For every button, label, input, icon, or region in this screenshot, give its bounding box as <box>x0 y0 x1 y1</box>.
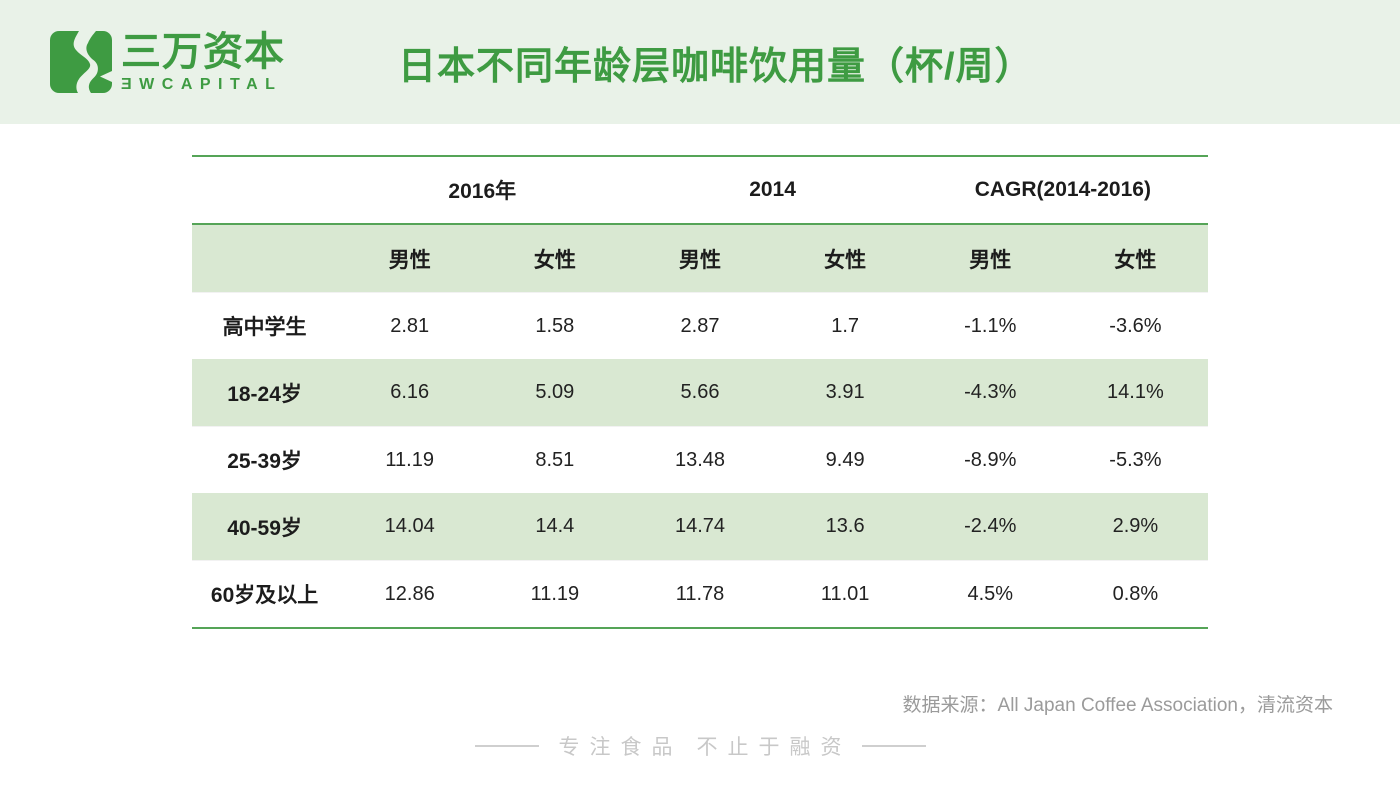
value-cell: 11.19 <box>530 582 580 605</box>
value-cell: 4.5% <box>967 582 1014 605</box>
table-row: 25-39岁 11.19 8.51 13.48 9.49 -8.9% -5.3% <box>192 426 1208 493</box>
logo-text: 三万资本 ƎWCAPITAL <box>121 32 285 93</box>
value-cell: 14.04 <box>384 515 435 537</box>
table-group-header-row: 2016年 2014 CAGR(2014-2016) <box>192 157 1208 223</box>
value-cell: 11.78 <box>675 582 725 605</box>
row-label: 18-24岁 <box>227 382 302 406</box>
value-cell: 12.86 <box>384 582 435 605</box>
table-row: 18-24岁 6.16 5.09 5.66 3.91 -4.3% 14.1% <box>192 359 1208 426</box>
subheader-2016-female: 女性 <box>533 248 576 272</box>
slogan-part2: 不止于融资 <box>696 736 852 759</box>
subheader-cagr-male: 男性 <box>969 248 1012 272</box>
subheader-cagr-female: 女性 <box>1114 248 1157 272</box>
value-cell: -2.4% <box>964 515 1017 537</box>
table-row: 40-59岁 14.04 14.4 14.74 13.6 -2.4% 2.9% <box>192 493 1208 560</box>
value-cell: 8.51 <box>535 448 575 471</box>
value-cell: 0.8% <box>1112 582 1159 605</box>
table-bottom-rule <box>192 627 1208 629</box>
subheader-2014-female: 女性 <box>824 248 867 272</box>
value-cell: 9.49 <box>825 448 865 471</box>
table-row: 高中学生 2.81 1.58 2.87 1.7 -1.1% -3.6% <box>192 292 1208 359</box>
column-group-2014: 2014 <box>749 178 796 201</box>
header-band: 三万资本 ƎWCAPITAL 日本不同年龄层咖啡饮用量（杯/周） <box>0 0 1400 124</box>
value-cell: -3.6% <box>1109 314 1162 337</box>
logo-company-name-en: ƎWCAPITAL <box>121 75 283 93</box>
table-top-rule <box>192 155 1208 157</box>
value-cell: -5.3% <box>1109 448 1162 471</box>
slogan-text: 专注食品 不止于融资 <box>559 731 852 761</box>
value-cell: -1.1% <box>964 314 1017 337</box>
value-cell: 5.09 <box>535 381 575 403</box>
subheader-2016-male: 男性 <box>388 248 431 272</box>
value-cell: 5.66 <box>680 381 720 403</box>
footer-slogan: 专注食品 不止于融资 <box>0 731 1400 761</box>
logo-mark-icon <box>50 31 112 93</box>
row-label: 25-39岁 <box>227 450 302 473</box>
row-label: 60岁及以上 <box>210 584 319 607</box>
divider-line-left <box>474 745 539 747</box>
data-table: 2016年 2014 CAGR(2014-2016) 男性 女性 男性 女性 男… <box>192 155 1208 629</box>
logo-company-name-cn: 三万资本 <box>121 29 285 74</box>
column-group-2016: 2016年 <box>448 180 517 203</box>
column-group-cagr: CAGR(2014-2016) <box>974 178 1151 201</box>
value-cell: 13.48 <box>674 448 726 471</box>
value-cell: 2.81 <box>390 314 430 337</box>
value-cell: 13.6 <box>825 515 865 537</box>
value-cell: -8.9% <box>964 448 1017 471</box>
row-label: 40-59岁 <box>227 516 302 540</box>
row-label: 高中学生 <box>222 316 307 339</box>
divider-line-right <box>861 745 926 747</box>
slogan-part1: 专注食品 <box>558 736 683 759</box>
value-cell: 2.87 <box>680 314 720 337</box>
value-cell: 14.4 <box>535 515 575 537</box>
value-cell: 14.1% <box>1107 381 1164 403</box>
value-cell: 14.74 <box>674 515 726 537</box>
logo: 三万资本 ƎWCAPITAL <box>50 31 285 93</box>
table-header-rule <box>192 223 1208 225</box>
value-cell: 6.16 <box>390 381 430 403</box>
data-source-note: 数据来源：All Japan Coffee Association，清流资本 <box>902 695 1333 716</box>
subheader-2014-male: 男性 <box>678 248 721 272</box>
table-subheader-row: 男性 女性 男性 女性 男性 女性 <box>192 225 1208 292</box>
value-cell: 3.91 <box>825 381 865 403</box>
table-row: 60岁及以上 12.86 11.19 11.78 11.01 4.5% 0.8% <box>192 560 1208 627</box>
value-cell: -4.3% <box>964 381 1017 403</box>
value-cell: 11.19 <box>385 448 434 471</box>
page-title: 日本不同年龄层咖啡饮用量（杯/周） <box>398 45 1034 88</box>
value-cell: 2.9% <box>1112 515 1159 537</box>
value-cell: 11.01 <box>820 582 870 605</box>
value-cell: 1.7 <box>831 314 860 337</box>
value-cell: 1.58 <box>535 314 575 337</box>
